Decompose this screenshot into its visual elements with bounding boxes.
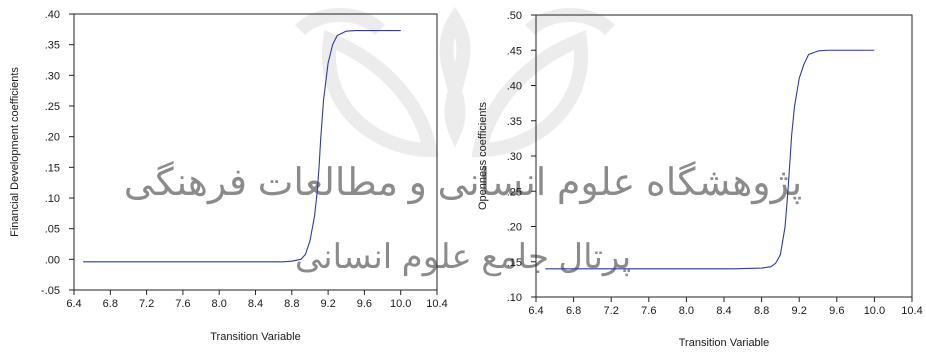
y-tick-label: .20 xyxy=(45,132,60,144)
x-tick-label: 10.0 xyxy=(390,298,411,310)
y-tick-label: .45 xyxy=(507,45,522,57)
x-tick-label: 6.8 xyxy=(103,298,118,310)
y-tick-label: .10 xyxy=(507,292,522,304)
y-tick-label: .25 xyxy=(507,186,522,198)
y-tick-label: .20 xyxy=(507,222,522,234)
y-axis-title: Openness coefficients xyxy=(477,101,489,210)
y-tick-label: .25 xyxy=(45,101,60,113)
y-tick-label: .50 xyxy=(507,10,522,22)
x-tick-label: 6.4 xyxy=(66,298,81,310)
x-tick-label: 8.0 xyxy=(679,305,694,317)
x-tick-label: 6.8 xyxy=(566,305,581,317)
y-tick-label: -.05 xyxy=(41,285,60,297)
plot-frame xyxy=(535,14,913,298)
x-tick-label: 8.8 xyxy=(754,305,769,317)
plot-frame xyxy=(73,13,438,291)
y-axis-title: Financial Development coefficients xyxy=(9,67,21,237)
y-tick-label: .40 xyxy=(45,9,60,21)
x-tick-label: 10.4 xyxy=(901,305,922,317)
chart-openness: 6.4 6.8 7.2 7.6 8.0 8.4 8.8 9.2 9.6 10.0 10.4 .10 .1… xyxy=(463,0,926,352)
x-tick-label: 9.2 xyxy=(792,305,807,317)
x-tick-label: 8.8 xyxy=(284,298,299,310)
series-line xyxy=(83,30,401,263)
x-tick-label: 6.4 xyxy=(528,305,543,317)
x-tick-label: 7.6 xyxy=(641,305,656,317)
x-tick-label: 7.2 xyxy=(604,305,619,317)
x-axis-title: Transition Variable xyxy=(679,337,770,349)
x-tick-label: 8.4 xyxy=(716,305,731,317)
y-tick-label: .15 xyxy=(507,257,522,269)
x-tick-label: 8.0 xyxy=(212,298,227,310)
x-tick-label: 7.2 xyxy=(139,298,154,310)
y-tick-label: .10 xyxy=(45,193,60,205)
y-tick-label: .00 xyxy=(45,254,60,266)
chart-svg: 6.4 6.8 7.2 7.6 8.0 8.4 8.8 9.2 9.6 10.0 10.4 .10 .1… xyxy=(477,10,923,349)
x-tick-label: 9.6 xyxy=(829,305,844,317)
y-tick-label: .05 xyxy=(45,224,60,236)
watermark-text-main: پژوهشگاه علوم انسانی و مطالعات فرهنگی xyxy=(124,160,802,205)
x-tick-label: 8.4 xyxy=(248,298,263,310)
chart-svg: 6.4 6.8 7.2 7.6 8.0 8.4 8.8 9.2 9.6 10.0 10.4 -.05.… xyxy=(9,9,448,343)
y-tick-label: .30 xyxy=(45,70,60,82)
y-tick-label: .30 xyxy=(507,151,522,163)
x-tick-label: 9.2 xyxy=(320,298,335,310)
x-axis-title: Transition Variable xyxy=(210,331,301,343)
y-tick-label: .15 xyxy=(45,162,60,174)
x-tick-label: 7.6 xyxy=(175,298,190,310)
watermark-text-portal: پرتال جامع علوم انسانی xyxy=(295,238,631,277)
series-line xyxy=(545,49,875,270)
chart-financial-development: 6.4 6.8 7.2 7.6 8.0 8.4 8.8 9.2 9.6 10.0 10.4 -.05.… xyxy=(0,0,463,352)
y-tick-label: .40 xyxy=(507,81,522,93)
x-tick-label: 10.4 xyxy=(426,298,447,310)
x-tick-label: 9.6 xyxy=(357,298,372,310)
x-tick-label: 10.0 xyxy=(864,305,885,317)
y-tick-label: .35 xyxy=(507,116,522,128)
y-tick-label: .35 xyxy=(45,40,60,52)
